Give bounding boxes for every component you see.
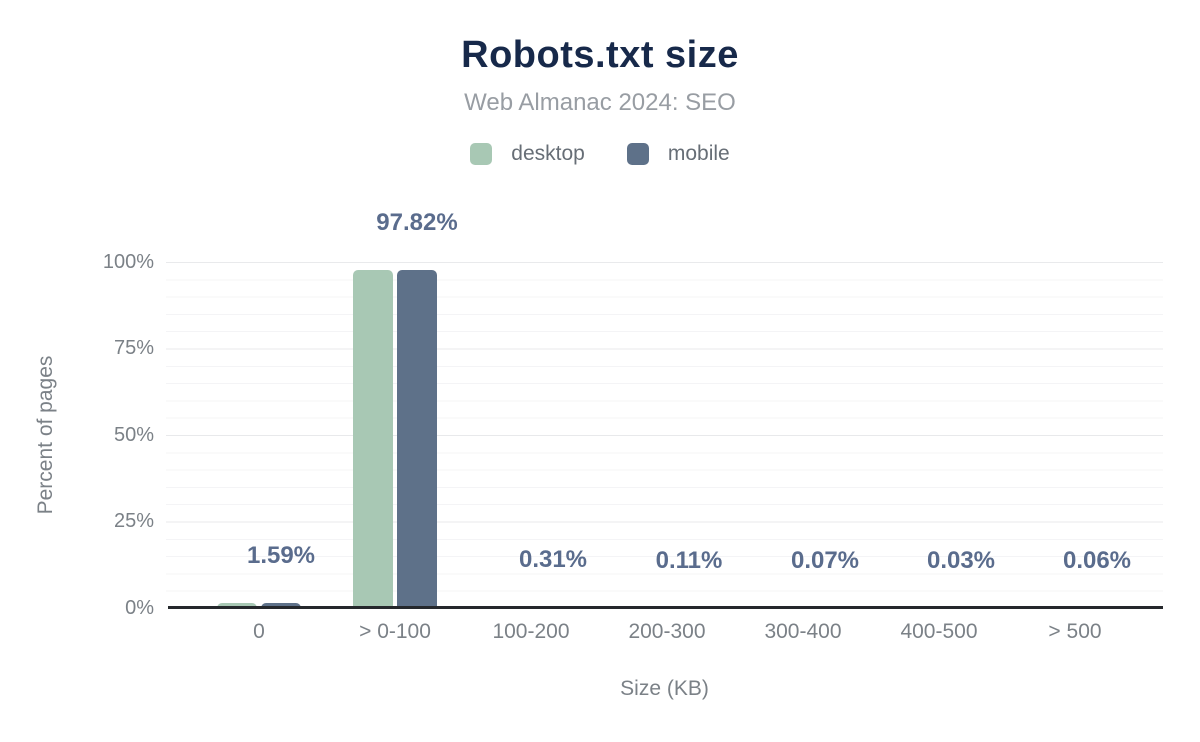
bar-group-3: 0.11% bbox=[599, 262, 735, 608]
data-label: 0.11% bbox=[655, 546, 723, 574]
x-tick: > 500 bbox=[1048, 620, 1102, 643]
bar-group-4: 0.07% bbox=[735, 262, 871, 608]
chart-subtitle: Web Almanac 2024: SEO bbox=[464, 89, 736, 116]
bar-group-2: 0.31% bbox=[463, 262, 599, 608]
legend-label-desktop: desktop bbox=[511, 142, 585, 165]
bar-groups: 1.59% 97.82% 0.31% 0.11% 0.07% 0.03% bbox=[166, 210, 1163, 608]
mobile-bar[interactable] bbox=[397, 269, 437, 608]
data-label: 1.59% bbox=[246, 541, 316, 569]
data-label: 0.31% bbox=[518, 545, 588, 573]
bar-group-1: 97.82% bbox=[327, 210, 463, 608]
x-tick: 200-300 bbox=[628, 620, 706, 643]
x-tick: 100-200 bbox=[492, 620, 570, 643]
x-axis-line bbox=[168, 606, 1163, 609]
y-tick-25: 25% bbox=[113, 510, 154, 532]
y-axis-title: Percent of pages bbox=[34, 355, 57, 515]
data-label: 0.03% bbox=[926, 546, 996, 574]
y-tick-75: 75% bbox=[113, 337, 154, 359]
data-label: 0.07% bbox=[790, 546, 860, 574]
x-tick: > 0-100 bbox=[359, 620, 431, 643]
plot-area-gridlines bbox=[166, 262, 1163, 608]
x-tick: 300-400 bbox=[764, 620, 842, 643]
desktop-bar[interactable] bbox=[217, 602, 257, 608]
data-label: 0.06% bbox=[1062, 546, 1132, 574]
desktop-swatch-icon bbox=[470, 143, 493, 165]
data-label: 97.82% bbox=[376, 208, 458, 236]
mobile-bar[interactable] bbox=[261, 602, 301, 608]
y-tick-50: 50% bbox=[113, 424, 154, 446]
x-axis-title: Size (KB) bbox=[620, 677, 709, 700]
x-tick: 400-500 bbox=[900, 620, 978, 643]
bar-group-0: 1.59% bbox=[191, 262, 327, 608]
y-tick-100: 100% bbox=[102, 251, 154, 273]
mobile-swatch-icon bbox=[626, 143, 649, 165]
bar-group-6: 0.06% bbox=[1007, 262, 1143, 608]
legend-item-mobile[interactable]: mobile bbox=[626, 142, 730, 166]
x-tick: 0 bbox=[253, 620, 265, 643]
legend: desktop mobile bbox=[0, 142, 1200, 166]
desktop-bar[interactable] bbox=[353, 269, 393, 608]
x-axis-tick-labels: 0 > 0-100 100-200 200-300 300-400 400-50… bbox=[166, 620, 1163, 644]
bar-group-5: 0.03% bbox=[871, 262, 1007, 608]
y-tick-0: 0% bbox=[125, 597, 154, 619]
chart-title: Robots.txt size bbox=[461, 34, 739, 76]
legend-item-desktop[interactable]: desktop bbox=[470, 142, 585, 166]
legend-label-mobile: mobile bbox=[667, 142, 730, 165]
